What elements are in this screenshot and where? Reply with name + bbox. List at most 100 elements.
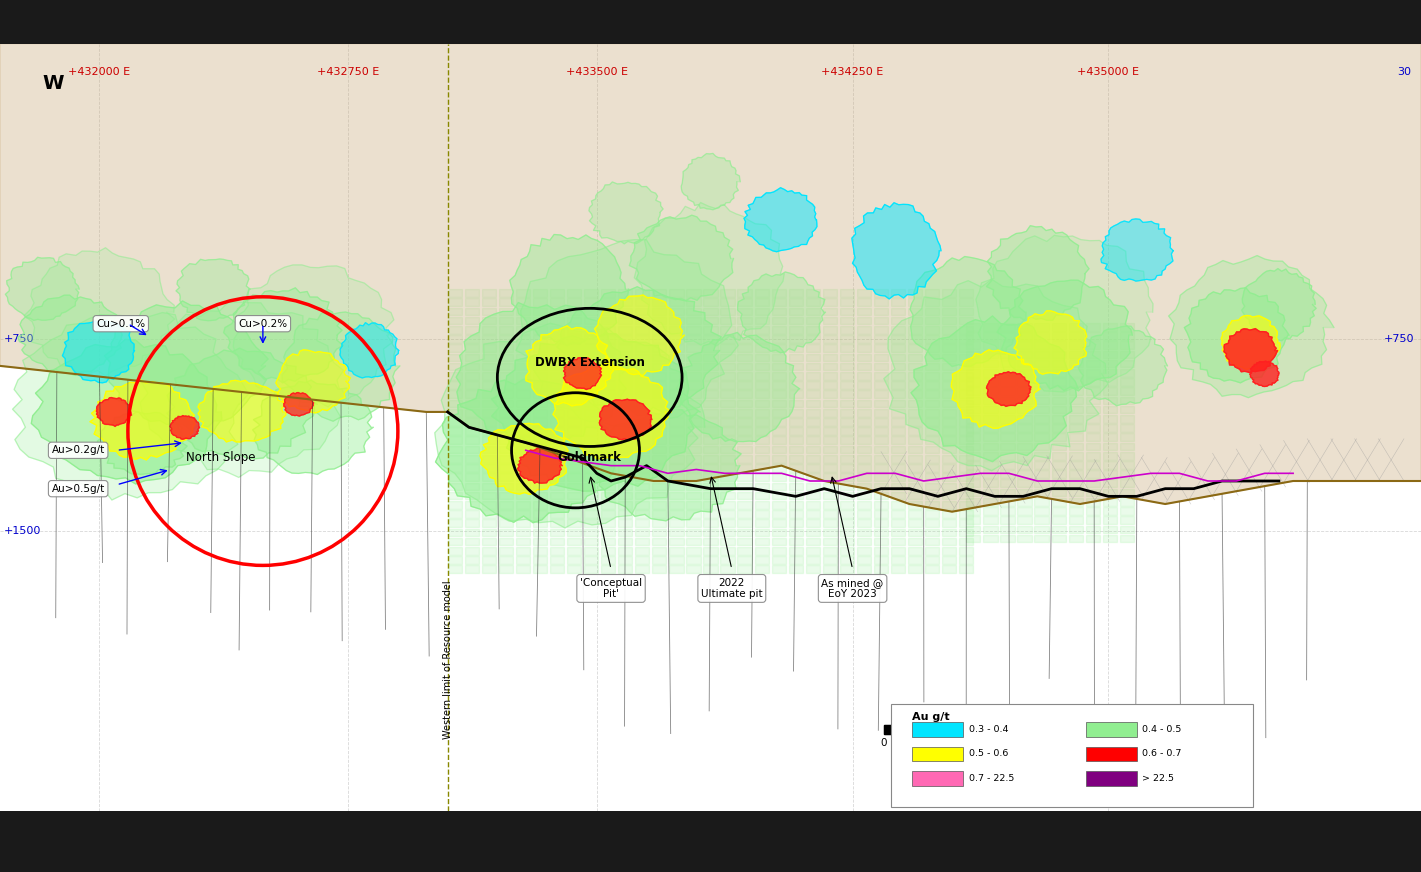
Bar (1034, 488, 1049, 496)
Bar (669, 556, 684, 564)
Bar (516, 298, 530, 306)
Bar (772, 565, 786, 573)
Bar (652, 528, 666, 536)
Bar (959, 363, 973, 371)
Bar (925, 464, 939, 472)
Bar (840, 492, 854, 500)
Bar (465, 399, 479, 407)
Bar (823, 326, 837, 334)
Text: > 22.5: > 22.5 (1142, 773, 1175, 783)
Bar (482, 473, 496, 481)
Bar (516, 437, 530, 444)
Bar (891, 326, 905, 334)
Bar (482, 344, 496, 352)
Bar (789, 556, 803, 564)
Bar (1034, 516, 1049, 524)
Bar (891, 427, 905, 435)
Bar (584, 520, 598, 527)
Bar (652, 335, 666, 343)
Bar (465, 409, 479, 417)
Bar (482, 372, 496, 379)
Bar (1052, 535, 1066, 542)
Bar (618, 298, 632, 306)
Bar (1000, 526, 1015, 533)
Bar (516, 418, 530, 426)
Bar (1086, 351, 1100, 358)
Bar (669, 427, 684, 435)
Bar (1034, 332, 1049, 340)
Bar (448, 354, 462, 361)
Polygon shape (233, 265, 394, 407)
Bar (1120, 433, 1134, 441)
Bar (908, 565, 922, 573)
Bar (840, 565, 854, 573)
Bar (1103, 488, 1117, 496)
Bar (959, 290, 973, 296)
Polygon shape (976, 235, 1152, 392)
Bar (550, 363, 564, 371)
Bar (635, 381, 649, 389)
Bar (789, 344, 803, 352)
Bar (789, 391, 803, 399)
Bar (584, 538, 598, 546)
Bar (772, 317, 786, 324)
Bar (533, 326, 547, 334)
Bar (482, 298, 496, 306)
Bar (720, 344, 735, 352)
Polygon shape (105, 301, 269, 431)
Bar (1034, 443, 1049, 450)
Bar (482, 335, 496, 343)
Bar (806, 538, 820, 546)
Bar (669, 482, 684, 490)
Bar (874, 464, 888, 472)
Bar (635, 501, 649, 508)
Polygon shape (1101, 219, 1174, 281)
Bar (891, 547, 905, 555)
Bar (703, 317, 718, 324)
Bar (448, 446, 462, 453)
Bar (1000, 452, 1015, 460)
Bar (959, 492, 973, 500)
Bar (772, 464, 786, 472)
Bar (635, 446, 649, 453)
Bar (618, 547, 632, 555)
Bar (1086, 452, 1100, 460)
Bar (1017, 433, 1032, 441)
Bar (789, 455, 803, 462)
Bar (1103, 378, 1117, 385)
Bar (1017, 397, 1032, 405)
Bar (533, 427, 547, 435)
Polygon shape (1184, 288, 1289, 383)
Bar (966, 443, 980, 450)
Bar (1120, 360, 1134, 367)
Bar (601, 556, 615, 564)
Bar (652, 308, 666, 316)
Bar (755, 528, 769, 536)
Bar (567, 482, 581, 490)
Bar (635, 317, 649, 324)
Bar (1052, 378, 1066, 385)
Bar (789, 418, 803, 426)
Bar (908, 446, 922, 453)
Bar (1034, 526, 1049, 533)
Bar (618, 326, 632, 334)
Bar (1120, 415, 1134, 423)
Bar (567, 399, 581, 407)
Bar (533, 464, 547, 472)
Bar (959, 326, 973, 334)
Bar (1120, 480, 1134, 487)
Bar (584, 547, 598, 555)
Bar (482, 528, 496, 536)
Bar (618, 464, 632, 472)
Bar (966, 387, 980, 395)
Bar (686, 399, 701, 407)
Bar (703, 455, 718, 462)
Bar (618, 520, 632, 527)
Polygon shape (634, 202, 784, 346)
Bar (1069, 360, 1083, 367)
Bar (533, 565, 547, 573)
Bar (1103, 360, 1117, 367)
Bar (652, 510, 666, 518)
Bar (823, 437, 837, 444)
Bar (1069, 498, 1083, 506)
